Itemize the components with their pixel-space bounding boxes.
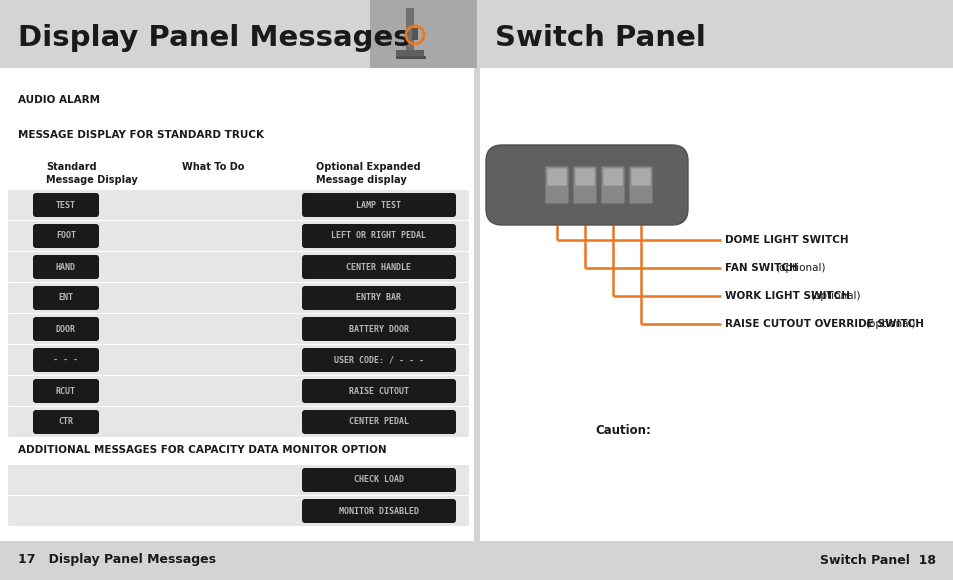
Text: LEFT OR RIGHT PEDAL: LEFT OR RIGHT PEDAL [331, 231, 426, 241]
Text: (optional): (optional) [809, 291, 860, 301]
FancyBboxPatch shape [485, 145, 687, 225]
Text: AUDIO ALARM: AUDIO ALARM [18, 95, 100, 105]
FancyBboxPatch shape [302, 255, 456, 279]
Text: RCUT: RCUT [56, 386, 76, 396]
Text: ENTRY BAR: ENTRY BAR [356, 293, 401, 303]
FancyBboxPatch shape [302, 499, 456, 523]
FancyBboxPatch shape [8, 190, 469, 220]
FancyBboxPatch shape [8, 314, 469, 344]
FancyBboxPatch shape [628, 166, 652, 204]
Text: Switch Panel  18: Switch Panel 18 [820, 553, 935, 567]
FancyBboxPatch shape [302, 379, 456, 403]
FancyBboxPatch shape [8, 283, 469, 313]
FancyBboxPatch shape [302, 317, 456, 341]
Text: HAND: HAND [56, 263, 76, 271]
Text: FOOT: FOOT [56, 231, 76, 241]
FancyBboxPatch shape [33, 193, 99, 217]
FancyBboxPatch shape [630, 168, 650, 186]
Text: Caution:: Caution: [595, 423, 650, 437]
Text: (optional): (optional) [864, 319, 915, 329]
Bar [476, 68, 953, 541]
Text: What To Do: What To Do [182, 162, 244, 172]
FancyBboxPatch shape [33, 379, 99, 403]
Text: RAISE CUTOUT OVERRIDE SWITCH: RAISE CUTOUT OVERRIDE SWITCH [724, 319, 926, 329]
FancyBboxPatch shape [544, 166, 568, 204]
Text: 17   Display Panel Messages: 17 Display Panel Messages [18, 553, 215, 567]
Text: TEST: TEST [56, 201, 76, 209]
Text: CTR: CTR [58, 418, 73, 426]
Bar [476, 541, 953, 580]
FancyBboxPatch shape [302, 193, 456, 217]
Text: FAN SWITCH: FAN SWITCH [724, 263, 801, 273]
FancyBboxPatch shape [8, 221, 469, 251]
Text: CHECK LOAD: CHECK LOAD [354, 476, 403, 484]
Bar [395, 56, 426, 59]
Text: CENTER HANDLE: CENTER HANDLE [346, 263, 411, 271]
Bar [476, 0, 953, 68]
Bar [474, 0, 479, 580]
FancyBboxPatch shape [302, 468, 456, 492]
Bar [0, 0, 476, 68]
Text: USER CODE: / - - -: USER CODE: / - - - [334, 356, 423, 364]
Text: Optional Expanded
Message display: Optional Expanded Message display [315, 162, 420, 185]
Text: ENT: ENT [58, 293, 73, 303]
FancyBboxPatch shape [8, 252, 469, 282]
Text: BATTERY DOOR: BATTERY DOOR [349, 324, 409, 334]
FancyBboxPatch shape [575, 168, 595, 186]
FancyBboxPatch shape [8, 407, 469, 437]
Bar [412, 28, 417, 40]
FancyBboxPatch shape [33, 286, 99, 310]
FancyBboxPatch shape [8, 496, 469, 526]
FancyBboxPatch shape [600, 166, 624, 204]
FancyBboxPatch shape [33, 255, 99, 279]
Text: RAISE CUTOUT: RAISE CUTOUT [349, 386, 409, 396]
FancyBboxPatch shape [8, 376, 469, 406]
Text: Standard
Message Display: Standard Message Display [46, 162, 137, 185]
Text: Display Panel Messages: Display Panel Messages [18, 24, 410, 52]
Text: MONITOR DISABLED: MONITOR DISABLED [338, 506, 418, 516]
FancyBboxPatch shape [8, 345, 469, 375]
Text: MESSAGE DISPLAY FOR STANDARD TRUCK: MESSAGE DISPLAY FOR STANDARD TRUCK [18, 130, 264, 140]
Bar [0, 68, 476, 541]
FancyBboxPatch shape [8, 465, 469, 495]
Text: WORK LIGHT SWITCH: WORK LIGHT SWITCH [724, 291, 853, 301]
Bar [370, 0, 476, 68]
FancyBboxPatch shape [546, 168, 566, 186]
FancyBboxPatch shape [302, 286, 456, 310]
Bar [406, 8, 414, 53]
Text: (optional): (optional) [774, 263, 824, 273]
Text: ADDITIONAL MESSAGES FOR CAPACITY DATA MONITOR OPTION: ADDITIONAL MESSAGES FOR CAPACITY DATA MO… [18, 445, 386, 455]
FancyBboxPatch shape [302, 348, 456, 372]
FancyBboxPatch shape [33, 224, 99, 248]
Text: LAMP TEST: LAMP TEST [356, 201, 401, 209]
Bar [395, 50, 423, 58]
Text: CENTER PEDAL: CENTER PEDAL [349, 418, 409, 426]
Text: DOOR: DOOR [56, 324, 76, 334]
FancyBboxPatch shape [33, 348, 99, 372]
FancyBboxPatch shape [302, 410, 456, 434]
FancyBboxPatch shape [33, 317, 99, 341]
Text: Switch Panel: Switch Panel [495, 24, 705, 52]
Text: - - -: - - - [53, 356, 78, 364]
Text: DOME LIGHT SWITCH: DOME LIGHT SWITCH [724, 235, 848, 245]
FancyBboxPatch shape [573, 166, 597, 204]
Bar [0, 541, 476, 580]
FancyBboxPatch shape [33, 410, 99, 434]
FancyBboxPatch shape [602, 168, 622, 186]
FancyBboxPatch shape [302, 224, 456, 248]
